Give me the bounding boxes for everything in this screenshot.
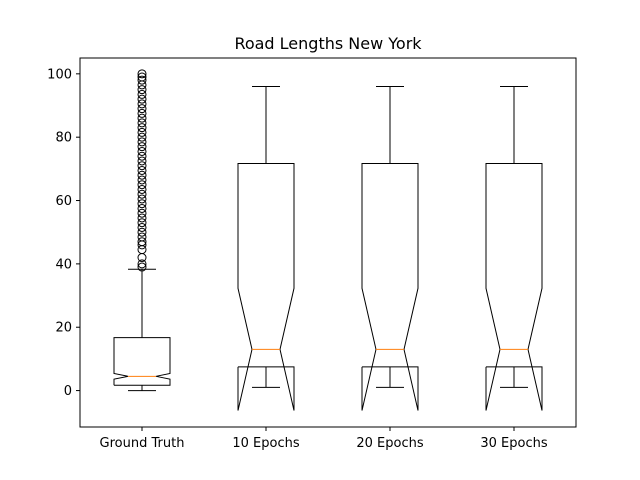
x-axis: Ground Truth 10 Epochs 20 Epochs 30 Epochs	[100, 427, 548, 451]
y-axis: 0 20 40 60 80 100	[47, 67, 80, 399]
outlier-point	[137, 146, 147, 156]
outlier-point	[137, 69, 147, 79]
outlier-point	[137, 99, 147, 109]
outlier-point	[137, 184, 147, 194]
outlier-point	[137, 132, 147, 142]
box-body	[237, 162, 295, 411]
x-tick-label: 30 Epochs	[480, 436, 547, 451]
outlier-point	[137, 259, 147, 269]
outlier-point	[137, 85, 147, 95]
outlier-point	[137, 94, 147, 104]
outlier-point	[137, 113, 147, 123]
y-tick-label: 0	[64, 384, 72, 399]
outlier-point	[137, 262, 147, 272]
y-tick-label: 20	[55, 321, 72, 336]
axes-frame	[79, 57, 577, 428]
outlier-point	[137, 213, 147, 223]
outlier-point	[137, 237, 147, 247]
outlier-point	[137, 189, 147, 199]
outlier-point	[137, 123, 147, 133]
outlier-point	[137, 104, 147, 114]
outlier-point	[137, 137, 147, 147]
outlier-point	[137, 118, 147, 128]
outlier-point	[137, 75, 147, 85]
box-body	[485, 162, 543, 411]
outlier-point	[137, 161, 147, 171]
outlier-point	[137, 208, 147, 218]
box-group	[113, 69, 171, 392]
x-tick-label: Ground Truth	[100, 436, 185, 451]
outlier-point	[137, 180, 147, 190]
box-group	[485, 86, 543, 411]
box-group	[237, 86, 295, 411]
outlier-point	[137, 170, 147, 180]
y-tick-label: 60	[55, 194, 72, 209]
outlier-point	[137, 194, 147, 204]
outlier-point	[137, 165, 147, 175]
box-body	[113, 337, 171, 386]
outlier-point	[137, 127, 147, 137]
outlier-point	[137, 108, 147, 118]
x-tick-label: 10 Epochs	[232, 436, 299, 451]
outlier-point	[137, 89, 147, 99]
plot-area	[113, 69, 543, 411]
x-tick-label: 20 Epochs	[356, 436, 423, 451]
outlier-point	[137, 218, 147, 228]
outlier-point	[137, 227, 147, 237]
outlier-point	[137, 203, 147, 213]
outlier-point	[137, 142, 147, 152]
chart-title: Road Lengths New York	[234, 34, 422, 53]
y-tick-label: 40	[55, 257, 72, 272]
outlier-point	[137, 232, 147, 242]
outlier-point	[137, 222, 147, 232]
outlier-point	[137, 72, 147, 82]
outlier-point	[137, 151, 147, 161]
outlier-point	[137, 199, 147, 209]
outlier-point	[137, 156, 147, 166]
y-tick-label: 100	[47, 67, 72, 82]
y-tick-label: 80	[55, 131, 72, 146]
box-body	[361, 162, 419, 411]
outlier-point	[137, 175, 147, 185]
box-group	[361, 86, 419, 411]
